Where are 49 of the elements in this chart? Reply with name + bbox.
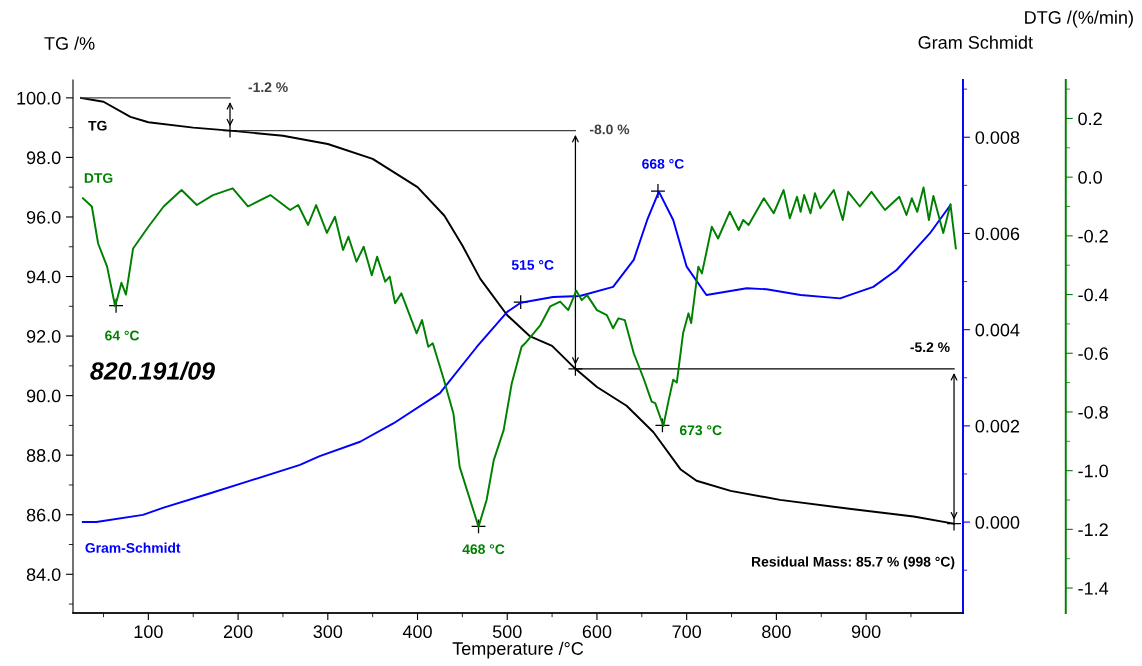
annotation: 468 °C bbox=[462, 544, 505, 555]
y-tick-label: 86.0 bbox=[26, 508, 61, 522]
annotation: 820.191/09 bbox=[90, 361, 215, 381]
legend-label: TG bbox=[88, 120, 107, 131]
y2-tick-label: 0.006 bbox=[975, 227, 1020, 241]
y3-tick-label: 0.0 bbox=[1078, 171, 1102, 184]
x-tick-label: 800 bbox=[762, 625, 791, 639]
y2-tick-label: 0.000 bbox=[975, 516, 1020, 529]
y2-tick-label: 0.008 bbox=[975, 131, 1020, 144]
x-tick-label: 100 bbox=[134, 625, 163, 639]
legend-label: DTG bbox=[84, 173, 113, 184]
x-tick-label: 200 bbox=[223, 625, 253, 639]
y-tick-label: 84.0 bbox=[26, 568, 61, 582]
annotation: 64 °C bbox=[105, 330, 140, 341]
y3-tick-label: -0.6 bbox=[1078, 347, 1108, 360]
annotation: Residual Mass: 85.7 % (998 °C) bbox=[752, 556, 955, 570]
y3-tick-label: -0.4 bbox=[1078, 288, 1109, 302]
x-tick-label: 400 bbox=[402, 625, 432, 639]
y-tick-label: 100.0 bbox=[17, 91, 61, 105]
x-tick-label: 900 bbox=[851, 625, 881, 639]
y3-tick-label: -0.8 bbox=[1078, 405, 1108, 419]
y3-axis-title: DTG /(%/min) bbox=[1025, 10, 1133, 28]
y2-tick-label: 0.004 bbox=[975, 323, 1020, 337]
annotation: -8.0 % bbox=[589, 124, 630, 135]
y3-tick-label: -1.4 bbox=[1078, 582, 1109, 595]
x-tick-label: 300 bbox=[313, 625, 343, 639]
y3-tick-label: 0.2 bbox=[1078, 112, 1102, 126]
y-tick-label: 92.0 bbox=[26, 330, 61, 343]
annotation: -5.2 % bbox=[910, 342, 950, 353]
annotation: 668 °C bbox=[642, 158, 684, 169]
y2-axis-title: Gram Schmidt bbox=[918, 35, 1033, 49]
y-tick-label: 96.0 bbox=[26, 210, 61, 224]
x-tick-label: 500 bbox=[492, 625, 522, 639]
annotation: 515 °C bbox=[511, 260, 554, 270]
y-tick-label: 88.0 bbox=[26, 449, 61, 462]
legend-label: Gram-Schmidt bbox=[85, 542, 181, 553]
x-tick-label: 700 bbox=[672, 625, 702, 639]
y-axis-title: TG /% bbox=[44, 36, 95, 50]
y3-tick-label: -1.2 bbox=[1078, 523, 1108, 536]
y3-tick-label: -1.0 bbox=[1078, 464, 1108, 478]
annotation: 673 °C bbox=[679, 425, 722, 436]
y-tick-label: 90.0 bbox=[26, 389, 61, 403]
y-tick-label: 98.0 bbox=[26, 151, 61, 165]
x-tick-label: 600 bbox=[582, 625, 612, 639]
annotation: -1.2 % bbox=[248, 82, 288, 93]
y2-tick-label: 0.002 bbox=[975, 419, 1020, 433]
x-axis-title: Temperature /°C bbox=[452, 641, 584, 659]
y-tick-label: 94.0 bbox=[26, 270, 61, 284]
y3-tick-label: -0.2 bbox=[1078, 229, 1108, 243]
